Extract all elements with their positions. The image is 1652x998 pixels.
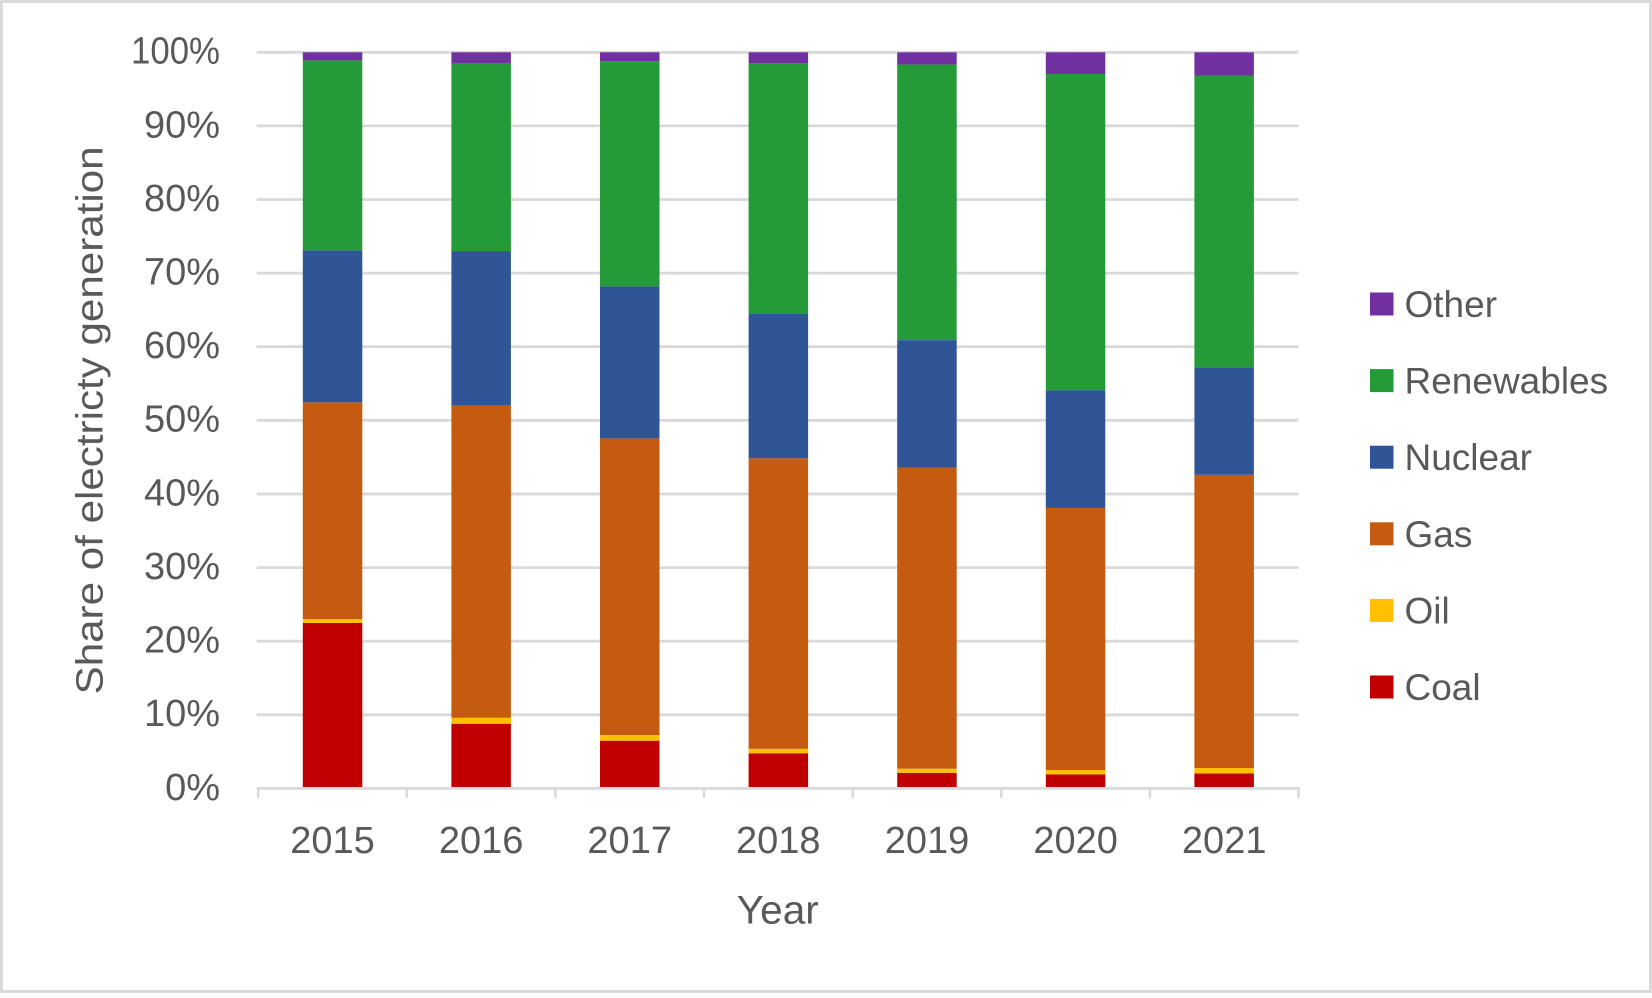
svg-text:2019: 2019	[885, 820, 970, 862]
svg-text:Other: Other	[1405, 284, 1498, 325]
svg-text:2020: 2020	[1033, 820, 1118, 862]
svg-text:Coal: Coal	[1405, 667, 1481, 708]
svg-text:2015: 2015	[290, 820, 375, 862]
svg-text:Oil: Oil	[1405, 590, 1450, 631]
svg-text:2018: 2018	[736, 820, 821, 862]
svg-text:50%: 50%	[144, 399, 220, 441]
svg-text:70%: 70%	[144, 252, 220, 294]
svg-text:60%: 60%	[144, 325, 220, 367]
svg-text:20%: 20%	[144, 620, 220, 662]
svg-text:90%: 90%	[144, 104, 220, 146]
svg-text:10%: 10%	[144, 693, 220, 735]
svg-text:2016: 2016	[439, 820, 524, 862]
svg-text:Renewables: Renewables	[1405, 361, 1609, 402]
svg-text:100%: 100%	[131, 31, 220, 73]
svg-text:Gas: Gas	[1405, 514, 1473, 555]
svg-text:30%: 30%	[144, 546, 220, 588]
svg-text:Year: Year	[737, 888, 819, 932]
svg-text:40%: 40%	[144, 472, 220, 514]
svg-text:2021: 2021	[1182, 820, 1267, 862]
svg-text:Share of electricty generation: Share of electricty generation	[70, 146, 112, 694]
svg-text:80%: 80%	[144, 178, 220, 220]
svg-text:0%: 0%	[165, 767, 220, 809]
svg-text:Nuclear: Nuclear	[1405, 437, 1533, 478]
svg-text:2017: 2017	[587, 820, 672, 862]
